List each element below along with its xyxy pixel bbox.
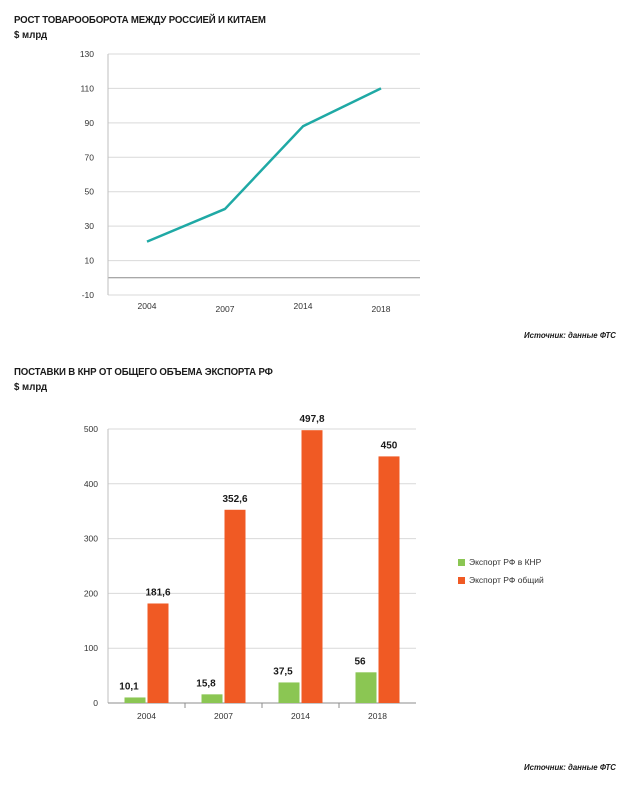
x-tick-label: 2004 <box>138 301 157 311</box>
y-tick-label: 70 <box>85 152 95 162</box>
line-chart: 130 110 90 70 50 30 10 -10 2004 2007 2014 2018 <box>80 49 420 314</box>
x-tick-label: 2018 <box>368 711 387 721</box>
y-tick-label: 90 <box>85 118 95 128</box>
y-tick-label: 50 <box>85 187 95 197</box>
bar-export-china <box>124 697 146 703</box>
series-line-trade <box>146 87 382 243</box>
bar-export-total <box>301 430 323 703</box>
x-tick-label: 2014 <box>291 711 310 721</box>
line-chart-title: РОСТ ТОВАРООБОРОТА МЕЖДУ РОССИЕЙ И КИТАЕ… <box>14 14 266 26</box>
bar-export-china <box>278 682 300 703</box>
x-tick-label: 2007 <box>216 304 235 314</box>
y-tick-label: 110 <box>80 83 94 93</box>
bar-export-china <box>201 694 223 703</box>
y-tick-label: 30 <box>85 221 95 231</box>
y-tick-label: 0 <box>93 698 98 708</box>
y-tick-label: 130 <box>80 49 94 59</box>
y-tick-label: 500 <box>84 424 98 434</box>
bar-export-china <box>355 672 377 703</box>
bar-chart-unit: $ млрд <box>14 381 48 393</box>
legend-swatch-orange <box>458 576 465 584</box>
bar-export-total <box>224 509 246 703</box>
data-label: 497,8 <box>299 414 324 425</box>
legend-item-export-total: Экспорт РФ общий <box>458 575 544 585</box>
y-tick-label: 100 <box>84 643 98 653</box>
data-label: 37,5 <box>273 666 293 677</box>
y-tick-label: 10 <box>85 256 95 266</box>
line-chart-unit: $ млрд <box>14 29 48 41</box>
data-label: 56 <box>354 656 366 667</box>
y-tick-label: -10 <box>82 290 95 300</box>
y-tick-label: 400 <box>84 479 98 489</box>
x-tick-label: 2018 <box>372 304 391 314</box>
y-tick-label: 200 <box>84 588 98 598</box>
y-tick-label: 300 <box>84 534 98 544</box>
bar-export-total <box>147 603 169 703</box>
data-label: 450 <box>381 440 398 451</box>
data-label: 10,1 <box>119 681 139 692</box>
bar-export-total <box>378 456 400 703</box>
bar-chart-title: ПОСТАВКИ В КНР ОТ ОБЩЕГО ОБЪЕМА ЭКСПОРТА… <box>14 366 273 378</box>
x-tick-label: 2004 <box>137 711 156 721</box>
data-label: 15,8 <box>196 678 216 689</box>
data-label: 181,6 <box>145 587 170 598</box>
legend-swatch-green <box>458 558 465 566</box>
line-chart-source: Источник: данные ФТС <box>524 330 616 340</box>
x-tick-label: 2014 <box>294 301 313 311</box>
legend-label: Экспорт РФ в КНР <box>469 557 542 567</box>
legend-item-export-china: Экспорт РФ в КНР <box>458 557 541 567</box>
data-label: 352,6 <box>222 494 247 505</box>
x-tick-label: 2007 <box>214 711 233 721</box>
legend-label: Экспорт РФ общий <box>469 575 544 585</box>
bar-chart-source: Источник: данные ФТС <box>524 762 616 772</box>
